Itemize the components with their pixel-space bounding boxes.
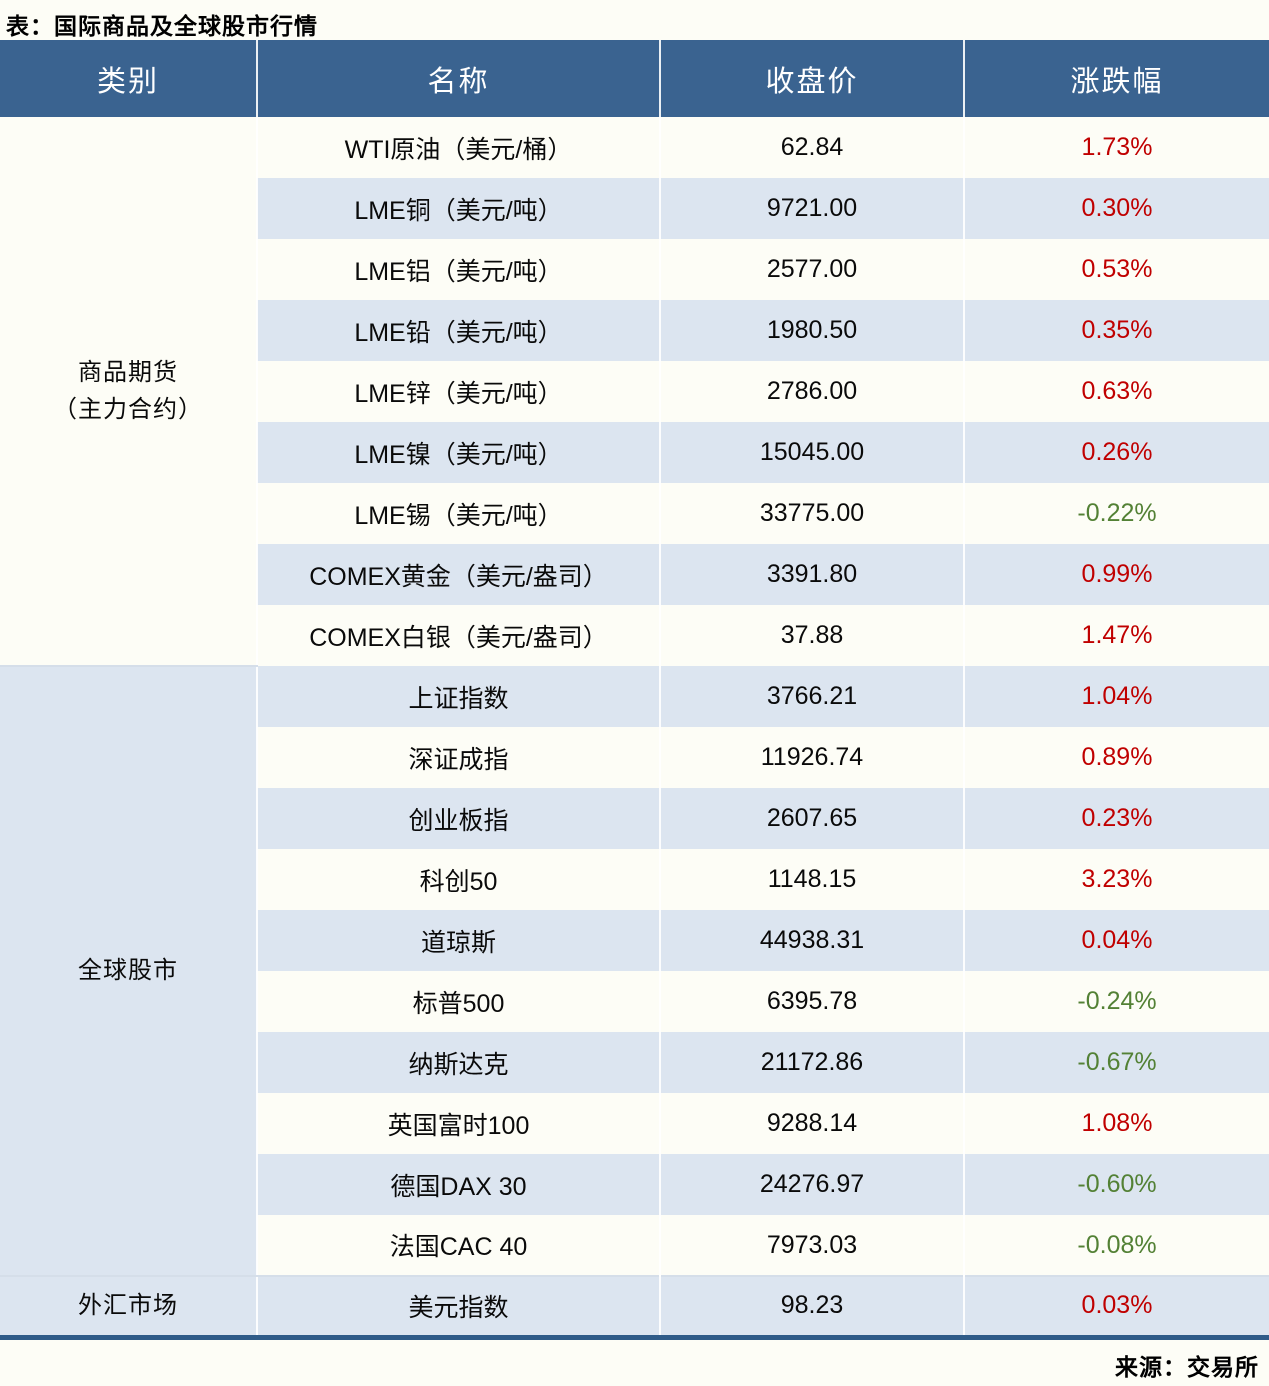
change-cell: 0.30%	[963, 178, 1269, 239]
name-cell: 法国CAC 40	[256, 1215, 660, 1276]
change-cell: -0.67%	[963, 1032, 1269, 1093]
category-cell: 全球股市	[0, 666, 257, 1277]
change-cell: 1.73%	[963, 117, 1269, 178]
close-cell: 9721.00	[659, 178, 964, 239]
close-cell: 15045.00	[659, 422, 964, 483]
change-cell: 0.03%	[963, 1275, 1269, 1340]
change-cell: 1.47%	[963, 605, 1269, 666]
category-line: （主力合约）	[53, 396, 203, 423]
header-cell-name: 名称	[256, 40, 660, 117]
table-row: LME镍（美元/吨） 15045.00 0.26%	[0, 422, 1269, 483]
header-cell-category: 类别	[0, 40, 257, 117]
table-row: LME锌（美元/吨） 2786.00 0.63%	[0, 361, 1269, 422]
name-cell: 深证成指	[256, 727, 660, 788]
table-row: COMEX黄金（美元/盎司） 3391.80 0.99%	[0, 544, 1269, 605]
table-row: 科创50 1148.15 3.23%	[0, 849, 1269, 910]
close-cell: 21172.86	[659, 1032, 964, 1093]
table-row: COMEX白银（美元/盎司） 37.88 1.47%	[0, 605, 1269, 666]
change-cell: 0.26%	[963, 422, 1269, 483]
name-cell: 上证指数	[256, 666, 660, 727]
name-cell: LME铝（美元/吨）	[256, 239, 660, 300]
close-cell: 33775.00	[659, 483, 964, 544]
close-cell: 1980.50	[659, 300, 964, 361]
table-row: 英国富时100 9288.14 1.08%	[0, 1093, 1269, 1154]
table-row: LME铜（美元/吨） 9721.00 0.30%	[0, 178, 1269, 239]
header-cell-change: 涨跌幅	[963, 40, 1269, 117]
change-cell: 0.89%	[963, 727, 1269, 788]
name-cell: COMEX白银（美元/盎司）	[256, 605, 660, 666]
table-row: LME铅（美元/吨） 1980.50 0.35%	[0, 300, 1269, 361]
category-cell: 商品期货 （主力合约）	[0, 117, 257, 667]
change-cell: 0.04%	[963, 910, 1269, 971]
category-cell: 外汇市场	[0, 1275, 257, 1340]
table-row: 德国DAX 30 24276.97 -0.60%	[0, 1154, 1269, 1215]
close-cell: 24276.97	[659, 1154, 964, 1215]
table-body: 商品期货 （主力合约） WTI原油（美元/桶） 62.84 1.73% LME铜（美元/吨…	[0, 117, 1269, 1340]
change-cell: -0.22%	[963, 483, 1269, 544]
change-cell: 0.63%	[963, 361, 1269, 422]
table-row: 道琼斯 44938.31 0.04%	[0, 910, 1269, 971]
close-cell: 1148.15	[659, 849, 964, 910]
header-row: 类别 名称 收盘价 涨跌幅	[0, 40, 1269, 117]
name-cell: WTI原油（美元/桶）	[256, 117, 660, 178]
header-cell-close: 收盘价	[659, 40, 964, 117]
name-cell: LME锡（美元/吨）	[256, 483, 660, 544]
name-cell: LME铅（美元/吨）	[256, 300, 660, 361]
name-cell: COMEX黄金（美元/盎司）	[256, 544, 660, 605]
change-cell: -0.08%	[963, 1215, 1269, 1276]
market-table: 类别 名称 收盘价 涨跌幅 商品期货 （主力合约） WTI原油（美元/桶） 62.84…	[0, 40, 1269, 1340]
change-cell: 0.35%	[963, 300, 1269, 361]
table-row: LME铝（美元/吨） 2577.00 0.53%	[0, 239, 1269, 300]
change-cell: 0.53%	[963, 239, 1269, 300]
name-cell: 英国富时100	[256, 1093, 660, 1154]
name-cell: 道琼斯	[256, 910, 660, 971]
table-row: 商品期货 （主力合约） WTI原油（美元/桶） 62.84 1.73%	[0, 117, 1269, 667]
close-cell: 7973.03	[659, 1215, 964, 1276]
category-line: 外汇市场	[78, 1292, 178, 1320]
name-cell: LME锌（美元/吨）	[256, 361, 660, 422]
name-cell: 纳斯达克	[256, 1032, 660, 1093]
name-cell: 创业板指	[256, 788, 660, 849]
table-row: LME锡（美元/吨） 33775.00 -0.22%	[0, 483, 1269, 544]
close-cell: 62.84	[659, 117, 964, 178]
source-note: 来源：交易所	[1115, 1354, 1259, 1380]
close-cell: 3766.21	[659, 666, 964, 727]
change-cell: 3.23%	[963, 849, 1269, 910]
change-cell: 0.23%	[963, 788, 1269, 849]
name-cell: 德国DAX 30	[256, 1154, 660, 1215]
close-cell: 98.23	[659, 1275, 964, 1340]
page-title: 表：国际商品及全球股市行情	[6, 13, 318, 39]
close-cell: 44938.31	[659, 910, 964, 971]
category-line: 商品期货	[78, 358, 178, 386]
close-cell: 6395.78	[659, 971, 964, 1032]
close-cell: 3391.80	[659, 544, 964, 605]
table-row: 全球股市 上证指数 3766.21 1.04%	[0, 666, 1269, 1277]
category-line: 全球股市	[78, 957, 178, 985]
change-cell: 1.08%	[963, 1093, 1269, 1154]
close-cell: 2786.00	[659, 361, 964, 422]
close-cell: 2607.65	[659, 788, 964, 849]
table-row: 纳斯达克 21172.86 -0.67%	[0, 1032, 1269, 1093]
change-cell: -0.24%	[963, 971, 1269, 1032]
table-row: 法国CAC 40 7973.03 -0.08%	[0, 1215, 1269, 1276]
name-cell: 科创50	[256, 849, 660, 910]
name-cell: 美元指数	[256, 1275, 660, 1340]
change-cell: 1.04%	[963, 666, 1269, 727]
table-row: 外汇市场 美元指数 98.23 0.03%	[0, 1275, 1269, 1340]
change-cell: -0.60%	[963, 1154, 1269, 1215]
table-row: 创业板指 2607.65 0.23%	[0, 788, 1269, 849]
close-cell: 11926.74	[659, 727, 964, 788]
change-cell: 0.99%	[963, 544, 1269, 605]
name-cell: 标普500	[256, 971, 660, 1032]
table-row: 深证成指 11926.74 0.89%	[0, 727, 1269, 788]
name-cell: LME铜（美元/吨）	[256, 178, 660, 239]
table-header: 类别 名称 收盘价 涨跌幅	[0, 40, 1269, 117]
close-cell: 37.88	[659, 605, 964, 666]
close-cell: 9288.14	[659, 1093, 964, 1154]
close-cell: 2577.00	[659, 239, 964, 300]
name-cell: LME镍（美元/吨）	[256, 422, 660, 483]
table-row: 标普500 6395.78 -0.24%	[0, 971, 1269, 1032]
